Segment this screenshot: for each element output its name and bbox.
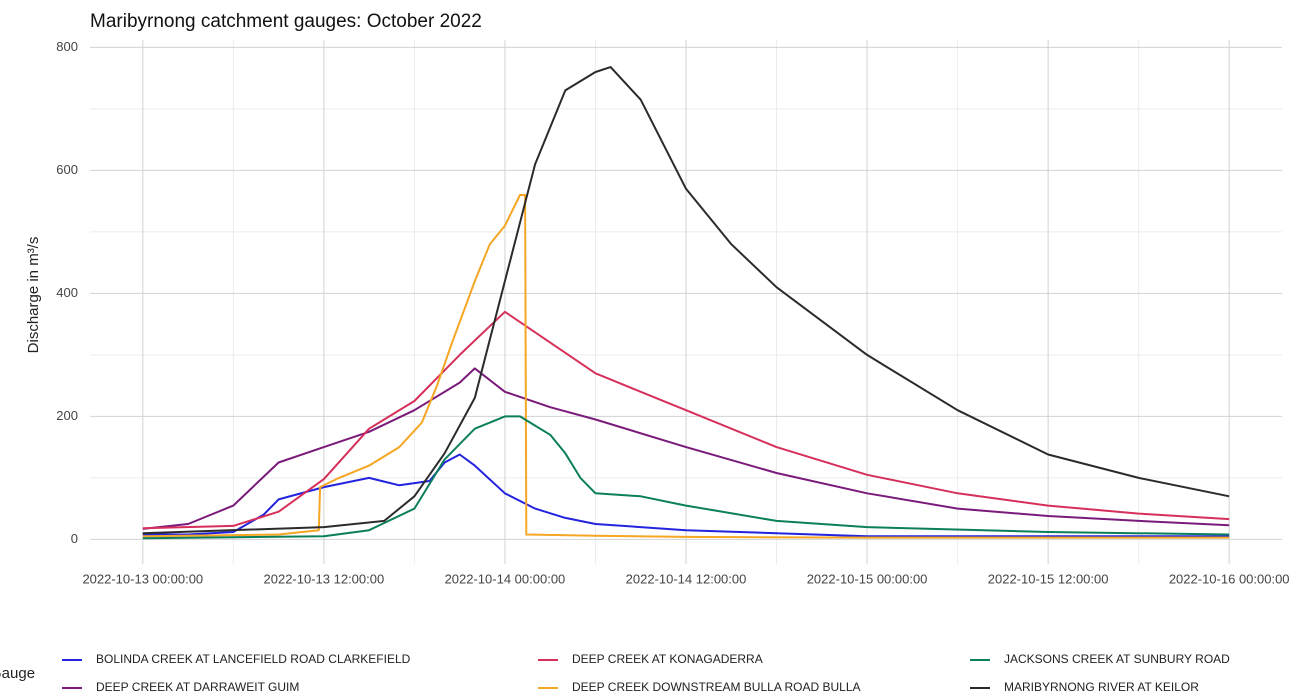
legend-label: BOLINDA CREEK AT LANCEFIELD ROAD CLARKEF… [96,652,411,666]
x-tick-label: 2022-10-13 12:00:00 [264,571,385,586]
y-tick-label: 0 [71,531,78,546]
y-tick-label: 800 [56,39,78,54]
legend-label: DEEP CREEK AT DARRAWEIT GUIM [96,680,299,694]
series-line [142,367,1230,530]
legend-label: DEEP CREEK DOWNSTREAM BULLA ROAD BULLA [572,680,861,694]
legend-title: Gauge [0,665,35,682]
y-axis-title: Discharge in m³/s [25,237,42,354]
series-line [142,310,1230,530]
x-tick-label: 2022-10-14 00:00:00 [445,571,566,586]
chart-title: Maribyrnong catchment gauges: October 20… [90,11,482,32]
legend-label: DEEP CREEK AT KONAGADERRA [572,652,763,666]
x-tick-label: 2022-10-14 12:00:00 [626,571,747,586]
x-tick-label: 2022-10-15 12:00:00 [988,571,1109,586]
series-line [142,66,1230,535]
x-tick-label: 2022-10-13 00:00:00 [82,571,203,586]
grid [90,40,1282,564]
x-tick-label: 2022-10-15 00:00:00 [807,571,928,586]
series-line [142,194,1230,539]
legend-label: JACKSONS CREEK AT SUNBURY ROAD [1004,652,1230,666]
legend-label: MARIBYRNONG RIVER AT KEILOR [1004,680,1199,694]
y-tick-label: 200 [56,408,78,423]
series-line [142,453,1230,538]
series-line [142,415,1230,540]
y-tick-label: 600 [56,162,78,177]
x-tick-label: 2022-10-16 00:00:00 [1169,571,1290,586]
y-tick-label: 400 [56,285,78,300]
